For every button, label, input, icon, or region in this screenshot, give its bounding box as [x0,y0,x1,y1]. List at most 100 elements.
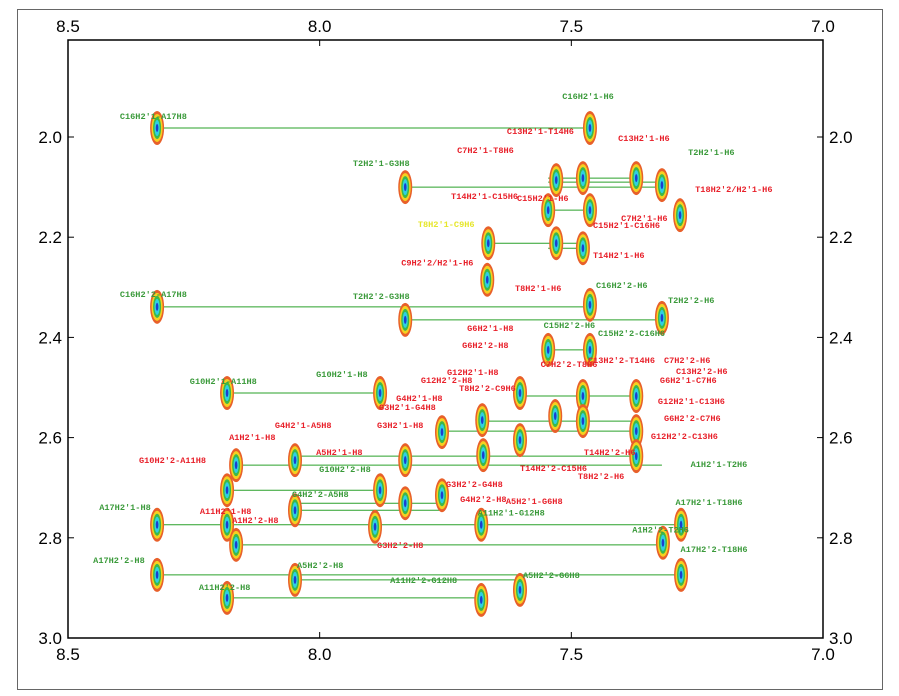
x-tick-label-top: 8.0 [308,17,332,36]
contour-level [554,176,558,185]
peak-annotation: A1H2'2-T2H6 [632,525,689,535]
peak-annotation: T14H2'1-C15H6 [451,192,518,202]
cross-peak [582,110,597,145]
cross-peak [674,557,689,592]
contour-level [581,174,585,183]
peak-annotation: T2H2'1-H6 [688,148,734,158]
y-tick-label-left: 2.6 [38,429,62,448]
contour-level [546,206,550,215]
contour-level [679,520,683,529]
contour-level [588,123,592,132]
cross-peak [368,509,383,544]
cross-peak [629,161,644,196]
cross-peak [288,443,303,478]
peak-annotation: C9H2'2/H2'1-H6 [401,258,473,268]
peak-annotation: A17H2'2-T18H6 [681,545,748,555]
cross-peak [398,170,413,205]
y-tick-label-left: 2.2 [38,228,62,247]
cross-peak [475,403,490,438]
cross-peak [512,572,527,607]
peak-annotation: T14H2'1-H6 [593,251,645,261]
peak-annotation: C13H2'1-H6 [618,134,670,144]
contour-level [403,315,407,324]
peak-annotation: G4H2'1-A5H8 [275,421,332,431]
contour-level [546,345,550,354]
contour-level [234,540,238,549]
contour-level [479,595,483,604]
cross-peak [674,507,689,542]
contour-level [634,452,638,461]
contour-level [225,486,229,495]
cross-peak [548,399,563,434]
cross-peak [474,582,489,617]
x-tick-label-bottom: 7.0 [811,645,835,664]
peak-annotation: G3H2'2-G4H8 [446,480,503,490]
peak-annotation: C7H2'2-T8H6 [541,360,598,370]
contour-level [373,522,377,531]
cross-peak [673,198,688,233]
cross-peak [575,161,590,196]
peak-annotation: A11H2'1-G12H8 [478,508,545,518]
figure-border [17,9,883,690]
cross-peak [575,379,590,414]
y-tick-label-right: 2.8 [829,529,853,548]
contour-level [225,520,229,529]
peak-annotation: T8H2'2-C9H6 [459,384,516,394]
cross-peak [582,332,597,367]
cross-peak [229,527,244,562]
peak-annotation: G10H2'2-A11H8 [139,456,206,466]
cross-peak [288,493,303,528]
contour-level [440,428,444,437]
cross-peak [541,332,556,367]
peak-annotation: A17H2'1-T18H6 [676,498,743,508]
contour-level [518,436,522,445]
peak-annotation: G3H2'2-H8 [377,541,423,551]
contour-level [481,451,485,460]
cross-peak [549,163,564,198]
cross-peak [512,423,527,458]
cross-peak [541,193,556,228]
peak-annotation: C15H2'2-C16H6 [598,329,665,339]
y-tick-label-left: 3.0 [38,629,62,648]
contour-level [660,181,664,190]
contour-level [378,486,382,495]
cross-peak [582,287,597,322]
cross-peak [373,473,388,508]
y-tick-label-right: 3.0 [829,629,853,648]
peak-annotation: G6H2'2-H8 [462,341,508,351]
cross-peak [512,376,527,411]
peak-annotation: G6H2'2-C7H6 [664,414,721,424]
cross-peak [476,438,491,473]
peak-annotation: C15H2'1-C16H6 [593,221,660,231]
cross-peak [655,525,670,560]
cross-peak [654,168,669,203]
peak-annotation: G3H2'1-H8 [377,421,423,431]
peak-annotation: C7H2'1-T8H6 [457,146,514,156]
x-tick-label-top: 8.5 [56,17,80,36]
contour-level [155,123,159,132]
peak-annotation: T8H2'1-H6 [515,284,561,294]
peak-annotation: A11H2'2-G12H8 [390,576,457,586]
cross-peak [150,289,165,324]
peak-annotation: T8H2'2-H6 [578,472,624,482]
y-tick-label-left: 2.4 [38,328,62,347]
peak-annotation: G10H2'2-H8 [319,465,371,475]
peak-annotation: C15H2'2-H6 [544,321,596,331]
cross-peak [398,443,413,478]
peak-annotation: A1H2'1-T2H6 [691,460,748,470]
contour-level [518,389,522,398]
cross-peak [398,486,413,521]
cross-peak [654,300,669,335]
cross-peak [474,507,489,542]
peak-annotation: G3H2'1-G4H8 [379,403,436,413]
peak-annotation: C16H2'2-H6 [596,281,648,291]
contour-level [403,499,407,508]
contour-level [581,244,585,253]
peak-annotation: C13H2'1-T14H6 [507,127,574,137]
cross-peak [629,414,644,449]
peak-annotation: T18H2'2/H2'1-H6 [695,185,772,195]
peak-annotation: C13H2'2-H6 [676,367,728,377]
peak-annotation: A5H2'1-G6H8 [506,497,563,507]
cross-peak [150,507,165,542]
